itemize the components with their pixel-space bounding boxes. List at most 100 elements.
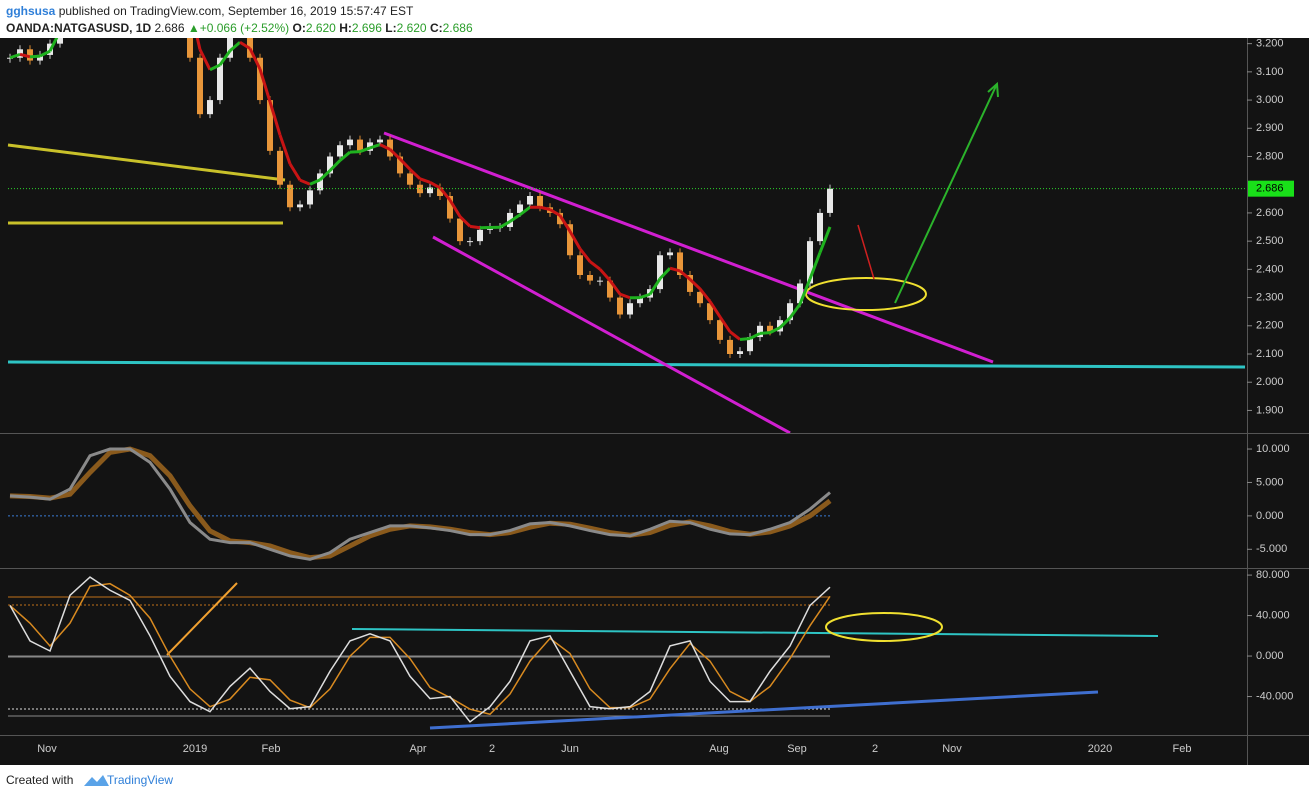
candle-body [607,280,613,298]
candle-body [197,57,203,115]
candle-body [707,303,713,321]
candle-body [347,139,353,146]
moving-average [278,134,292,165]
moving-average [419,177,431,184]
moving-average [195,38,202,50]
y-tick-label: 2.300 [1256,291,1284,303]
candle-body [427,187,433,194]
moving-average [539,205,551,211]
moving-average [48,38,59,52]
moving-average [339,150,351,162]
candle-body [827,188,833,213]
moving-average [369,143,381,150]
candle-body [297,204,303,208]
moving-average [328,159,342,172]
candle-body [327,156,333,174]
footer-brand[interactable]: TradingView [107,773,173,787]
candle-body [557,212,563,225]
price-pane [7,38,1246,433]
support-line [7,360,1246,369]
change: +0.066 (+2.52%) [200,21,289,35]
moving-average [718,315,732,333]
candle-body [597,280,603,282]
candle-body [587,275,593,281]
y-tick-label: -40.000 [1256,690,1293,702]
candle-body [407,173,413,185]
candle-body [227,38,233,58]
stoch-pane [8,576,1159,730]
drawn-line [166,582,238,656]
y-tick-label: 0.000 [1256,510,1284,522]
x-tick-label: 2 [489,743,495,755]
moving-average [788,303,802,319]
moving-average [218,49,232,66]
candle-body [267,100,273,151]
annotation-ellipse [825,612,943,642]
candle-body [627,303,633,315]
y-tick-label: 3.200 [1256,38,1284,50]
candle-body [277,150,283,185]
trend-line [351,628,1159,637]
candle-body [807,241,813,284]
moving-average [598,268,612,282]
candle-body [357,139,363,151]
moving-average [229,41,241,52]
moving-average [448,199,462,218]
macd-pane [8,446,832,561]
x-tick-label: Feb [262,743,281,755]
y-tick-label: 3.100 [1256,66,1284,78]
candle-body [57,38,63,44]
moving-average [499,220,511,229]
c: 2.686 [443,21,473,35]
y-tick-label: 40.000 [1256,609,1290,621]
x-tick-label: Feb [1173,743,1192,755]
arrow: ▲ [188,21,200,35]
moving-average [318,169,332,181]
moving-average [798,278,812,305]
y-tick-label: 10.000 [1256,443,1290,455]
x-tick-label: 2020 [1088,743,1112,755]
trend-line [7,143,286,182]
candle-body [307,190,313,205]
candle-body [527,196,533,205]
moving-average [19,52,31,59]
moving-average [578,247,592,263]
candle-body [767,325,773,332]
published: published on TradingView.com, September … [59,4,414,18]
candle-body [287,184,293,208]
moving-average [648,277,662,296]
arrow-down [857,224,875,280]
moving-average [669,266,681,273]
candle-body [187,38,193,58]
moving-average [519,206,531,216]
moving-average [739,337,751,341]
moving-average [619,292,631,300]
x-tick-label: Nov [37,743,57,755]
moving-average [688,278,702,290]
moving-average [759,331,771,335]
moving-average [469,224,481,230]
o-label: O: [292,21,305,35]
y-tick-label: 2.400 [1256,263,1284,275]
moving-average [818,226,832,254]
candle-body [817,212,823,242]
candle-body [577,255,583,275]
y-tick-label: 2.900 [1256,122,1284,134]
moving-average [639,292,651,300]
y-tick-label: 80.000 [1256,569,1290,581]
candle-body [687,275,693,292]
x-tick-label: Jun [561,743,579,755]
moving-average [258,68,272,103]
y-tick-label: 2.200 [1256,320,1284,332]
last-price-box [1248,180,1294,197]
candle-body [697,291,703,304]
moving-average [778,316,792,329]
moving-average [558,214,572,233]
logo [84,775,109,786]
time-axis: Nov 2019 Feb Apr 2 Jun Aug Sep 2 Nov 2020 Feb [37,743,1191,755]
candle-body [467,241,473,243]
macd-line [9,447,831,561]
publisher[interactable]: gghsusa [6,4,56,18]
moving-average [248,47,262,70]
